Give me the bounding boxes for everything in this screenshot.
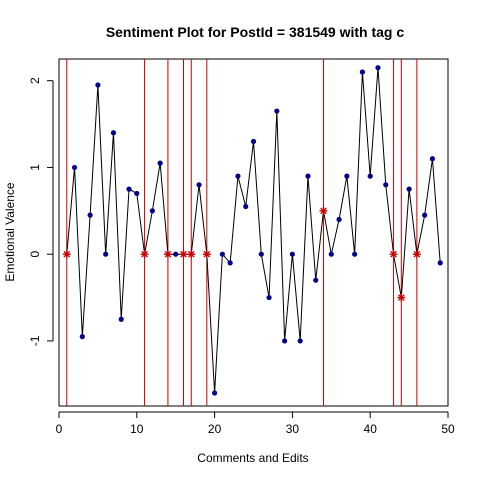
edit-point: [389, 250, 398, 259]
sentiment-series: [62, 65, 443, 396]
data-point: [359, 69, 366, 75]
x-tick-label: 20: [208, 422, 222, 436]
edit-point-stroke: [413, 250, 421, 258]
data-point: [118, 316, 124, 322]
x-tick-label: 40: [364, 422, 378, 436]
edit-point: [140, 250, 149, 259]
data-point: [157, 160, 163, 166]
edit-point-stroke: [397, 294, 405, 301]
data-point: [196, 182, 202, 188]
edit-point: [412, 250, 421, 259]
data-point: [219, 251, 225, 257]
y-tick-label: 1: [28, 164, 42, 171]
x-axis: 0 10 20 30 40 50: [56, 411, 455, 436]
data-point: [103, 251, 109, 257]
data-point: [71, 164, 78, 171]
y-tick-label: 0: [28, 251, 42, 258]
data-point: [383, 182, 389, 188]
x-tick-label: 50: [441, 422, 455, 436]
edit-point: [163, 250, 172, 259]
edit-point-stroke: [187, 250, 195, 258]
data-point: [313, 277, 319, 283]
data-point: [235, 173, 241, 179]
edit-point: [319, 206, 328, 215]
y-tick-label: -1: [28, 335, 42, 346]
edit-point-stroke: [390, 250, 397, 258]
edit-vlines: [66, 59, 418, 406]
y-axis: -1 0 1 2: [28, 77, 54, 346]
data-point: [406, 186, 412, 192]
chart-title: Sentiment Plot for PostId = 381549 with …: [106, 24, 405, 40]
edit-point: [62, 250, 71, 259]
data-point: [328, 251, 334, 257]
data-point: [250, 138, 257, 145]
data-point: [274, 108, 280, 114]
y-tick-label: 2: [28, 77, 42, 84]
data-point: [243, 203, 249, 210]
data-point: [87, 212, 93, 218]
edit-point-stroke: [141, 250, 148, 258]
data-point: [134, 190, 140, 197]
edit-point: [202, 250, 211, 259]
x-axis-label: Comments and Edits: [197, 451, 308, 465]
edit-point-stroke: [63, 250, 71, 258]
data-point: [110, 130, 117, 136]
data-point: [173, 251, 179, 257]
x-tick-label: 10: [130, 422, 144, 436]
edit-point: [179, 250, 188, 259]
data-point: [352, 251, 358, 257]
edit-point: [397, 293, 406, 302]
data-point: [344, 173, 350, 179]
data-point: [289, 251, 295, 257]
edit-point-stroke: [164, 250, 172, 258]
data-point: [367, 173, 373, 179]
data-point: [336, 216, 342, 223]
data-point: [258, 251, 264, 257]
data-point: [212, 390, 218, 396]
data-point: [95, 82, 101, 88]
data-point: [282, 338, 288, 344]
series-line: [66, 67, 441, 394]
data-point: [149, 208, 155, 214]
edit-point-stroke: [320, 207, 327, 215]
plot-frame: [58, 58, 449, 407]
data-point: [429, 156, 436, 162]
edit-point-stroke: [203, 250, 211, 258]
data-point: [227, 260, 233, 266]
data-point: [266, 294, 272, 301]
y-axis-label: Emotional Valence: [3, 182, 17, 281]
data-point: [79, 334, 85, 340]
x-tick-label: 0: [56, 422, 63, 436]
data-point: [375, 65, 381, 71]
data-point: [297, 338, 303, 344]
edit-point-stroke: [180, 250, 187, 258]
data-point: [305, 173, 311, 179]
edit-point: [187, 250, 196, 259]
data-point: [126, 186, 132, 192]
data-point: [437, 260, 443, 266]
data-point: [422, 212, 428, 218]
x-tick-label: 30: [286, 422, 300, 436]
